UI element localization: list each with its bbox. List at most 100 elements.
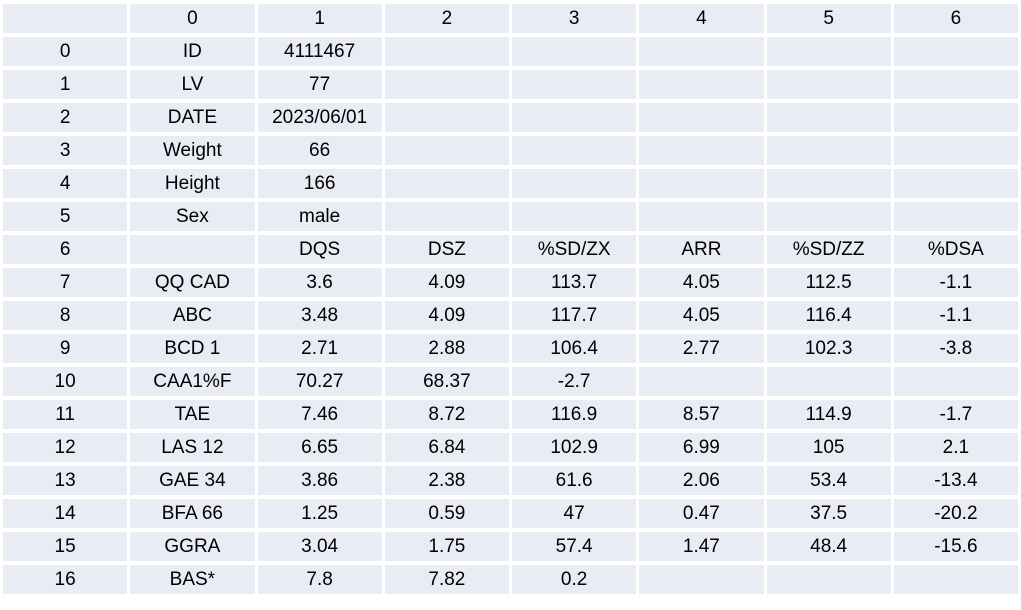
cell: DQS <box>257 235 382 264</box>
cell: DATE <box>130 103 255 132</box>
cell: QQ CAD <box>130 268 255 297</box>
cell: -1.1 <box>893 268 1018 297</box>
corner-header <box>3 4 128 33</box>
cell: 3.04 <box>257 532 382 561</box>
cell: %DSA <box>893 235 1018 264</box>
cell: 2.38 <box>384 466 509 495</box>
cell <box>766 565 891 594</box>
cell: 114.9 <box>766 400 891 429</box>
cell: 2023/06/01 <box>257 103 382 132</box>
cell <box>639 37 764 66</box>
cell: BFA 66 <box>130 499 255 528</box>
row-index: 10 <box>3 367 128 396</box>
cell: 4.09 <box>384 268 509 297</box>
cell: 3.6 <box>257 268 382 297</box>
cell <box>512 202 637 231</box>
cell: 2.1 <box>893 433 1018 462</box>
cell: DSZ <box>384 235 509 264</box>
table-row: 8 ABC 3.48 4.09 117.7 4.05 116.4 -1.1 <box>3 301 1018 330</box>
cell: 8.57 <box>639 400 764 429</box>
table-row: 14 BFA 66 1.25 0.59 47 0.47 37.5 -20.2 <box>3 499 1018 528</box>
cell: 3.86 <box>257 466 382 495</box>
cell: 2.77 <box>639 334 764 363</box>
cell <box>384 169 509 198</box>
cell <box>384 202 509 231</box>
cell: 117.7 <box>512 301 637 330</box>
cell <box>130 235 255 264</box>
column-header: 1 <box>257 4 382 33</box>
table-row: 13 GAE 34 3.86 2.38 61.6 2.06 53.4 -13.4 <box>3 466 1018 495</box>
cell: 48.4 <box>766 532 891 561</box>
cell <box>893 367 1018 396</box>
cell: LV <box>130 70 255 99</box>
cell: 53.4 <box>766 466 891 495</box>
cell <box>384 37 509 66</box>
cell <box>384 70 509 99</box>
cell: 0.2 <box>512 565 637 594</box>
cell: 6.65 <box>257 433 382 462</box>
cell: 37.5 <box>766 499 891 528</box>
cell: %SD/ZZ <box>766 235 891 264</box>
cell: 61.6 <box>512 466 637 495</box>
cell: -1.1 <box>893 301 1018 330</box>
row-index: 11 <box>3 400 128 429</box>
row-index: 7 <box>3 268 128 297</box>
cell: Height <box>130 169 255 198</box>
cell: ID <box>130 37 255 66</box>
cell: -20.2 <box>893 499 1018 528</box>
cell: 70.27 <box>257 367 382 396</box>
cell: -3.8 <box>893 334 1018 363</box>
cell: 66 <box>257 136 382 165</box>
cell: 3.48 <box>257 301 382 330</box>
table-row: 15 GGRA 3.04 1.75 57.4 1.47 48.4 -15.6 <box>3 532 1018 561</box>
table-row: 4 Height 166 <box>3 169 1018 198</box>
column-header: 2 <box>384 4 509 33</box>
table-row: 5 Sex male <box>3 202 1018 231</box>
cell: 1.47 <box>639 532 764 561</box>
cell: 6.84 <box>384 433 509 462</box>
cell <box>893 565 1018 594</box>
cell: male <box>257 202 382 231</box>
table-row: 6 DQS DSZ %SD/ZX ARR %SD/ZZ %DSA <box>3 235 1018 264</box>
cell: Weight <box>130 136 255 165</box>
cell: 4.09 <box>384 301 509 330</box>
table-row: 12 LAS 12 6.65 6.84 102.9 6.99 105 2.1 <box>3 433 1018 462</box>
cell <box>893 136 1018 165</box>
cell: 4.05 <box>639 268 764 297</box>
table-row: 9 BCD 1 2.71 2.88 106.4 2.77 102.3 -3.8 <box>3 334 1018 363</box>
table-body: 0 ID 4111467 1 LV 77 2 DATE 2023/06/01 3 Weight 66 4… <box>3 37 1018 594</box>
cell: Sex <box>130 202 255 231</box>
table-row: 0 ID 4111467 <box>3 37 1018 66</box>
cell: 4111467 <box>257 37 382 66</box>
cell: 47 <box>512 499 637 528</box>
cell <box>384 103 509 132</box>
table-row: 11 TAE 7.46 8.72 116.9 8.57 114.9 -1.7 <box>3 400 1018 429</box>
cell: TAE <box>130 400 255 429</box>
row-index: 15 <box>3 532 128 561</box>
column-header: 6 <box>893 4 1018 33</box>
row-index: 1 <box>3 70 128 99</box>
cell <box>639 70 764 99</box>
cell: 4.05 <box>639 301 764 330</box>
cell: ABC <box>130 301 255 330</box>
cell <box>384 136 509 165</box>
cell <box>512 70 637 99</box>
table-row: 1 LV 77 <box>3 70 1018 99</box>
cell: 2.71 <box>257 334 382 363</box>
row-index: 6 <box>3 235 128 264</box>
table-row: 7 QQ CAD 3.6 4.09 113.7 4.05 112.5 -1.1 <box>3 268 1018 297</box>
cell: 105 <box>766 433 891 462</box>
cell <box>639 169 764 198</box>
row-index: 9 <box>3 334 128 363</box>
cell: 57.4 <box>512 532 637 561</box>
cell <box>766 136 891 165</box>
cell <box>766 202 891 231</box>
cell <box>766 103 891 132</box>
cell: -15.6 <box>893 532 1018 561</box>
cell <box>639 202 764 231</box>
cell <box>893 70 1018 99</box>
cell: 7.46 <box>257 400 382 429</box>
table-row: 10 CAA1%F 70.27 68.37 -2.7 <box>3 367 1018 396</box>
